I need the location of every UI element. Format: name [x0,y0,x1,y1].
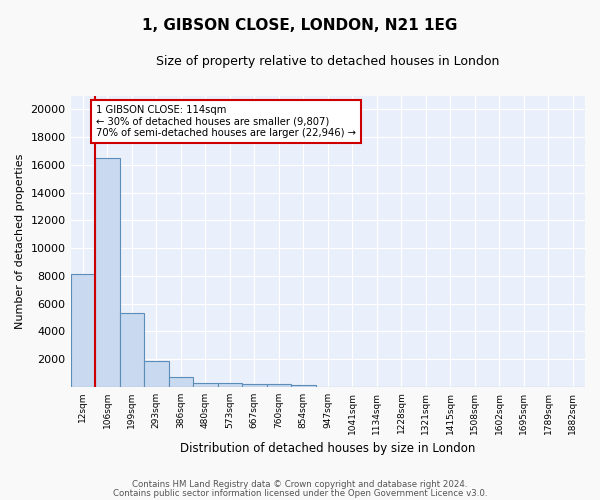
Bar [291,384,316,386]
Text: Contains HM Land Registry data © Crown copyright and database right 2024.: Contains HM Land Registry data © Crown c… [132,480,468,489]
Bar [119,313,144,386]
Text: Contains public sector information licensed under the Open Government Licence v3: Contains public sector information licen… [113,488,487,498]
X-axis label: Distribution of detached houses by size in London: Distribution of detached houses by size … [180,442,475,455]
Y-axis label: Number of detached properties: Number of detached properties [15,154,25,329]
Bar [242,384,266,386]
Bar [218,384,242,386]
Bar [193,382,218,386]
Bar [95,158,119,386]
Bar [169,377,193,386]
Bar [266,384,291,386]
Text: 1 GIBSON CLOSE: 114sqm
← 30% of detached houses are smaller (9,807)
70% of semi-: 1 GIBSON CLOSE: 114sqm ← 30% of detached… [96,106,356,138]
Bar [144,361,169,386]
Title: Size of property relative to detached houses in London: Size of property relative to detached ho… [156,55,499,68]
Text: 1, GIBSON CLOSE, LONDON, N21 1EG: 1, GIBSON CLOSE, LONDON, N21 1EG [142,18,458,32]
Bar [71,274,95,386]
